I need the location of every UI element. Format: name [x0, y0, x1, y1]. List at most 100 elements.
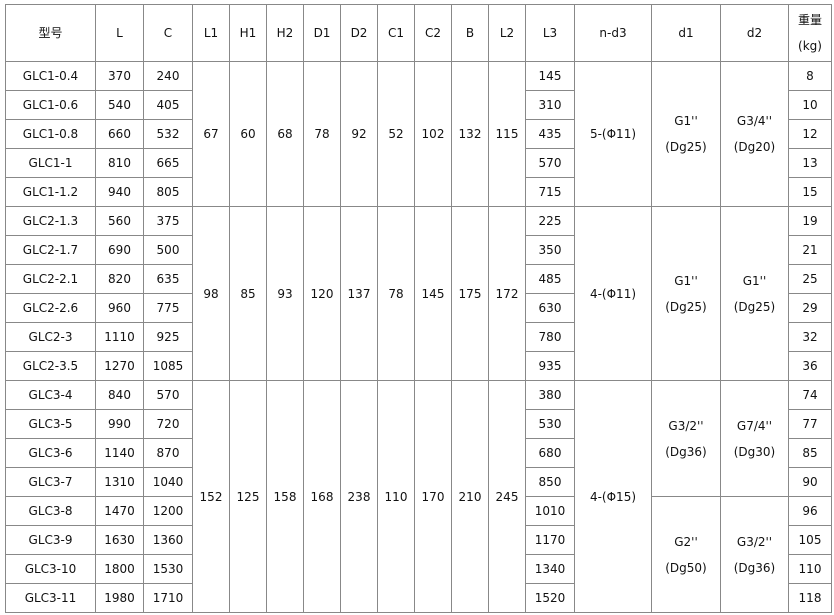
table-row: GLC2-1.7 690 500 350 21	[5, 235, 832, 265]
cell-d2: G3/4'' (Dg20)	[720, 61, 789, 207]
cell-L3: 715	[525, 177, 575, 207]
table-row: GLC3-4 840 570 152 125 158 168 238 110 170 210 245 3…	[5, 380, 832, 613]
cell-D1: 120	[303, 206, 341, 381]
cell-L3: 530	[525, 409, 575, 439]
cell-L: 1630	[95, 525, 144, 555]
cell-D2: 92	[340, 61, 378, 207]
cell-weight: 96	[788, 496, 832, 526]
cell-model: GLC2-2.1	[5, 264, 96, 294]
cell-L: 1140	[95, 438, 144, 468]
table-row: GLC1-0.8 660 532 435 12	[5, 119, 832, 149]
cell-C: 1530	[143, 554, 193, 584]
column-header: C2	[414, 4, 452, 62]
cell-C2: 145	[414, 206, 452, 381]
cell-L: 1800	[95, 554, 144, 584]
cell-weight: 8	[788, 61, 832, 91]
cell-L3: 1170	[525, 525, 575, 555]
cell-L: 1310	[95, 467, 144, 497]
column-header: 重量 (kg)	[788, 4, 832, 62]
cell-H1: 60	[229, 61, 267, 207]
cell-d2: G1'' (Dg25)	[720, 206, 789, 381]
cell-C: 500	[143, 235, 193, 265]
cell-L3: 310	[525, 90, 575, 120]
cell-model: GLC3-5	[5, 409, 96, 439]
d1-line: (Dg25)	[665, 299, 707, 314]
cell-model: GLC2-1.7	[5, 235, 96, 265]
cell-L: 1270	[95, 351, 144, 381]
cell-C2: 102	[414, 61, 452, 207]
cell-B: 132	[451, 61, 489, 207]
d2-line: G3/2''	[736, 534, 773, 549]
header-row: 型号 L C L1 H1 H2 D1 D2 C1 C2 B L2 L3 n-d3 d1 d2 重量 (kg)	[5, 4, 832, 62]
cell-weight: 12	[788, 119, 832, 149]
cell-C: 405	[143, 90, 193, 120]
cell-H2: 68	[266, 61, 304, 207]
cell-C1: 52	[377, 61, 415, 207]
column-header-line: 重量	[797, 13, 822, 27]
d2-line: (Dg25)	[733, 299, 776, 314]
cell-d2: G3/2'' (Dg36)	[720, 496, 789, 613]
cell-L1: 98	[192, 206, 230, 381]
column-header: L	[95, 4, 144, 62]
column-header: H1	[229, 4, 267, 62]
cell-L3: 850	[525, 467, 575, 497]
cell-n-d3: 5-(Φ11)	[574, 61, 652, 207]
column-header: L3	[525, 4, 575, 62]
table-row: GLC1-0.4 370 240 67 60 68 78 92 52 102 132 115 145 5-…	[5, 61, 832, 207]
cell-weight: 13	[788, 148, 832, 178]
table-row: GLC2-1.3 560 375 98 85 93 120 137 78 145 175 172 225…	[5, 206, 832, 381]
cell-weight: 118	[788, 583, 832, 613]
cell-D2: 238	[340, 380, 378, 613]
d2-line: (Dg30)	[733, 444, 776, 459]
cell-model: GLC3-7	[5, 467, 96, 497]
d1-line: G1''	[674, 114, 698, 128]
cell-C1: 78	[377, 206, 415, 381]
cell-C2: 170	[414, 380, 452, 613]
cell-model: GLC3-10	[5, 554, 96, 584]
cell-B: 210	[451, 380, 489, 613]
cell-d1: G1'' (Dg25)	[651, 206, 721, 381]
cell-weight: 32	[788, 322, 832, 352]
cell-n-d3: 4-(Φ11)	[574, 206, 652, 381]
d1-line: G1''	[674, 273, 698, 288]
cell-L2: 245	[488, 380, 526, 613]
table-row: GLC2-3.5 1270 1085 935 36	[5, 351, 832, 381]
cell-model: GLC3-9	[5, 525, 96, 555]
d1-line: G2''	[674, 534, 698, 549]
cell-L: 940	[95, 177, 144, 207]
cell-C: 720	[143, 409, 193, 439]
cell-L3: 350	[525, 235, 575, 265]
column-header: B	[451, 4, 489, 62]
cell-C: 870	[143, 438, 193, 468]
cell-C: 1710	[143, 583, 193, 613]
cell-weight: 10	[788, 90, 832, 120]
cell-C: 775	[143, 293, 193, 323]
cell-H1: 85	[229, 206, 267, 381]
cell-d1: G3/2'' (Dg36)	[651, 380, 721, 497]
cell-model: GLC3-4	[5, 380, 96, 410]
table-row: GLC3-8 1470 1200 1010 G2'' (Dg50) G3/2'' (Dg36)…	[5, 496, 832, 613]
table-row: GLC3-7 1310 1040 850 90	[5, 467, 832, 497]
column-header: d2	[720, 4, 789, 62]
column-header: D2	[340, 4, 378, 62]
cell-weight: 74	[788, 380, 832, 410]
cell-L1: 67	[192, 61, 230, 207]
cell-weight: 77	[788, 409, 832, 439]
cell-C: 532	[143, 119, 193, 149]
cell-C: 805	[143, 177, 193, 207]
column-header: D1	[303, 4, 341, 62]
cell-L3: 1340	[525, 554, 575, 584]
cell-model: GLC1-1.2	[5, 177, 96, 207]
cell-model: GLC2-3.5	[5, 351, 96, 381]
table-row: GLC1-1.2 940 805 715 15	[5, 177, 832, 207]
cell-model: GLC1-0.4	[5, 61, 96, 91]
table-row: GLC3-6 1140 870 680 85	[5, 438, 832, 468]
table-row: GLC3-11 1980 1710 1520 118	[5, 583, 832, 613]
cell-weight: 85	[788, 438, 832, 468]
spec-table: 型号 L C L1 H1 H2 D1 D2 C1 C2 B L2 L3 n-d3 d1 d2 重量 (kg) GL…	[5, 4, 832, 613]
cell-weight: 105	[788, 525, 832, 555]
d2-line: G3/4''	[736, 114, 773, 128]
cell-C: 925	[143, 322, 193, 352]
cell-D1: 168	[303, 380, 341, 613]
cell-L3: 570	[525, 148, 575, 178]
